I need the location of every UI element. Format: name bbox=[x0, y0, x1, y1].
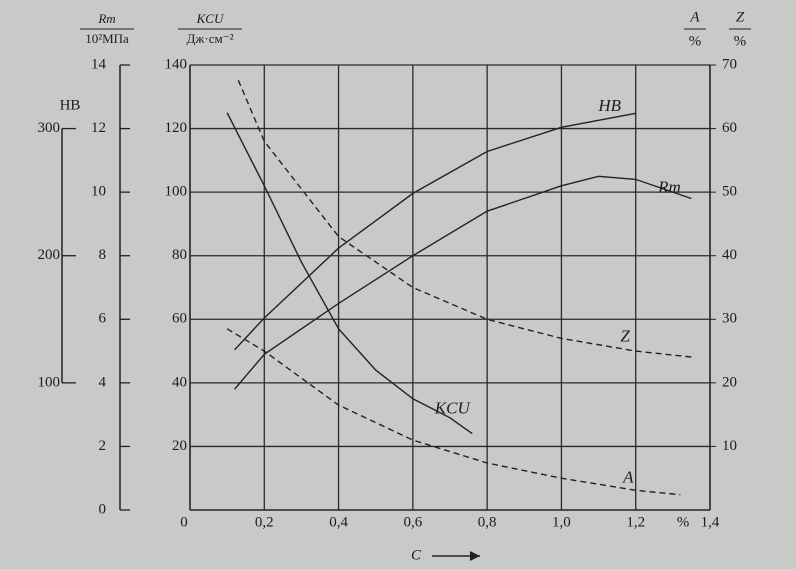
y2-tick-label: 20 bbox=[722, 374, 737, 390]
rm-tick-label: 6 bbox=[99, 311, 107, 327]
x-tick-label: 0,6 bbox=[403, 514, 422, 530]
x-tick-label: 1,0 bbox=[552, 514, 571, 530]
y-tick-label: 60 bbox=[172, 311, 187, 327]
y-axis-label: KCU bbox=[196, 11, 225, 26]
rm-axis-label: Rm bbox=[97, 11, 115, 26]
y2-tick-label: 10 bbox=[722, 438, 737, 454]
y2-tick-label: 70 bbox=[722, 56, 737, 72]
x-axis-label: C bbox=[411, 547, 422, 563]
series-label: KCU bbox=[434, 399, 472, 418]
hb-tick-label: 200 bbox=[38, 247, 61, 263]
series-label: A bbox=[622, 468, 634, 487]
series-line bbox=[234, 112, 636, 351]
hb-tick-label: 300 bbox=[38, 120, 61, 136]
y-tick-label: 100 bbox=[165, 184, 188, 200]
y-tick-label: 40 bbox=[172, 374, 187, 390]
x-unit: % bbox=[677, 514, 690, 530]
series-line bbox=[226, 112, 473, 435]
rm-axis-unit: 10²МПа bbox=[85, 31, 129, 46]
y-tick-label: 140 bbox=[165, 56, 188, 72]
rm-tick-label: 14 bbox=[91, 56, 107, 72]
y2-axis-unit: % bbox=[689, 33, 702, 49]
rm-tick-label: 10 bbox=[91, 184, 106, 200]
y-tick-label: 20 bbox=[172, 438, 187, 454]
series-label: Z bbox=[620, 326, 630, 345]
y-tick-label: 80 bbox=[172, 247, 187, 263]
rm-tick-label: 4 bbox=[99, 374, 107, 390]
x-tick-label: 0,8 bbox=[478, 514, 497, 530]
series-line bbox=[234, 175, 692, 390]
series-label: HB bbox=[597, 96, 621, 115]
rm-tick-label: 2 bbox=[99, 438, 107, 454]
series-label: Rm bbox=[657, 177, 681, 196]
y2-axis-label: A bbox=[689, 9, 700, 25]
y2-tick-label: 60 bbox=[722, 120, 737, 136]
x-arrow-head bbox=[470, 551, 480, 561]
hb-axis-label: HB bbox=[60, 97, 81, 113]
rm-tick-label: 8 bbox=[99, 247, 107, 263]
rm-tick-label: 12 bbox=[91, 120, 106, 136]
y2-axis-label: Z bbox=[736, 9, 745, 25]
y2-tick-label: 40 bbox=[722, 247, 737, 263]
x-tick-label: 1,4 bbox=[701, 514, 720, 530]
x-tick-label: 0,2 bbox=[255, 514, 274, 530]
y-tick-label: 120 bbox=[165, 120, 188, 136]
hb-tick-label: 100 bbox=[38, 374, 61, 390]
y2-tick-label: 50 bbox=[722, 184, 737, 200]
series-line bbox=[226, 328, 681, 496]
x-tick-label: 0,4 bbox=[329, 514, 348, 530]
y-axis-unit: Дж·см⁻² bbox=[187, 31, 234, 46]
x-tick-label: 1,2 bbox=[626, 514, 645, 530]
rm-tick-label: 0 bbox=[99, 501, 107, 517]
y2-tick-label: 30 bbox=[722, 311, 737, 327]
x-tick-label: 0 bbox=[180, 514, 188, 530]
y2-axis-unit: % bbox=[734, 33, 747, 49]
